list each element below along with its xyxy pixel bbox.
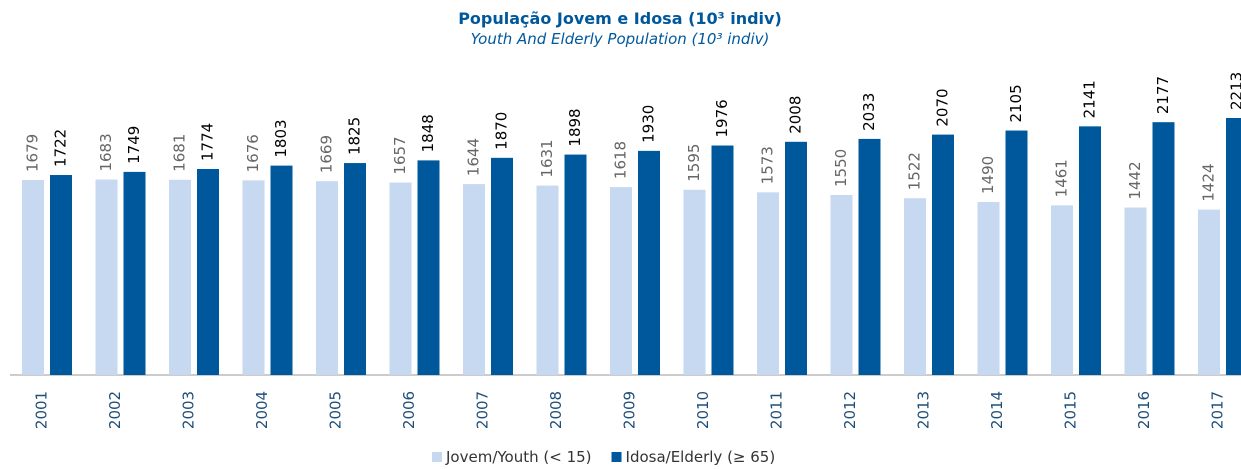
- legend-label: Jovem/Youth (< 15): [445, 448, 592, 466]
- x-tick-label: 2002: [106, 391, 124, 429]
- bar: [463, 184, 485, 375]
- x-tick-label: 2006: [400, 391, 418, 429]
- bar: [785, 141, 807, 375]
- x-tick-label: 2010: [694, 391, 712, 429]
- value-label: 1618: [612, 141, 630, 179]
- value-label: 1683: [97, 133, 115, 171]
- value-label: 1490: [979, 156, 997, 194]
- value-label: 1631: [538, 139, 556, 177]
- bar: [610, 187, 632, 375]
- value-label: 1898: [566, 108, 584, 146]
- value-label: 1595: [685, 144, 703, 182]
- x-tick-label: 2014: [988, 391, 1006, 429]
- value-label: 1522: [906, 152, 924, 190]
- value-label: 2070: [934, 88, 952, 126]
- value-label: 1676: [244, 134, 262, 172]
- x-tick-label: 2017: [1209, 391, 1227, 429]
- x-tick-label: 2001: [33, 391, 51, 429]
- value-label: 1681: [171, 134, 189, 172]
- bar: [830, 194, 853, 375]
- value-label: 1679: [24, 134, 42, 172]
- legend-swatch: [432, 452, 442, 462]
- value-label: 1573: [759, 146, 777, 184]
- value-label: 1825: [346, 117, 364, 155]
- x-tick-label: 2011: [768, 391, 786, 429]
- value-label: 2105: [1007, 84, 1025, 122]
- chart-subtitle: Youth And Elderly Population (10³ indiv): [471, 30, 770, 48]
- x-tick-label: 2003: [180, 391, 198, 429]
- value-label: 2008: [787, 96, 805, 134]
- bar: [242, 180, 265, 375]
- bar: [169, 179, 191, 375]
- bar: [1198, 209, 1220, 375]
- bar: [904, 198, 926, 375]
- bar: [1005, 130, 1028, 375]
- value-label: 1550: [832, 149, 850, 187]
- value-label: 1657: [391, 136, 409, 174]
- x-tick-label: 2009: [621, 391, 639, 429]
- bar: [22, 180, 44, 375]
- bar: [344, 163, 366, 375]
- bar: [932, 134, 954, 375]
- x-tick-label: 2005: [327, 391, 345, 429]
- bar: [491, 157, 513, 375]
- value-label: 1803: [272, 119, 290, 157]
- bar: [389, 182, 412, 375]
- value-label: 1870: [493, 112, 511, 150]
- value-label: 1644: [465, 138, 483, 176]
- bar: [417, 160, 440, 375]
- value-label: 2177: [1154, 76, 1172, 114]
- bar: [536, 185, 559, 375]
- bar: [197, 168, 219, 375]
- x-tick-label: 2012: [841, 391, 859, 429]
- bar: [123, 171, 146, 375]
- bar: [1152, 122, 1175, 375]
- bar: [1079, 126, 1101, 375]
- value-label: 1930: [640, 105, 658, 143]
- x-tick-label: 2008: [547, 391, 565, 429]
- value-label: 1976: [713, 99, 731, 137]
- value-label: 1774: [199, 123, 217, 161]
- x-tick-label: 2015: [1062, 391, 1080, 429]
- x-tick-label: 2004: [253, 391, 271, 429]
- bar: [977, 201, 1000, 375]
- bar: [316, 181, 338, 375]
- bar: [638, 150, 660, 375]
- bar: [683, 189, 706, 375]
- value-label: 1424: [1200, 163, 1218, 201]
- bar: [1226, 118, 1241, 375]
- x-tick-label: 2013: [915, 391, 933, 429]
- bar: [1124, 207, 1147, 375]
- bar: [270, 165, 293, 375]
- value-label: 1848: [419, 114, 437, 152]
- bar: [1051, 205, 1073, 375]
- value-label: 1461: [1053, 159, 1071, 197]
- bar: [95, 179, 118, 375]
- value-label: 1669: [318, 135, 336, 173]
- bar: [564, 154, 587, 375]
- value-label: 2033: [860, 93, 878, 131]
- x-tick-label: 2016: [1135, 391, 1153, 429]
- bar: [757, 192, 779, 375]
- value-label: 1749: [125, 126, 143, 164]
- value-label: 2213: [1228, 72, 1241, 110]
- value-label: 1442: [1126, 161, 1144, 199]
- legend-label: Idosa/Elderly (≥ 65): [626, 448, 776, 466]
- legend-swatch: [611, 452, 622, 462]
- bar: [858, 138, 881, 375]
- value-label: 2141: [1081, 80, 1099, 118]
- chart-title: População Jovem e Idosa (10³ indiv): [458, 9, 782, 28]
- x-tick-label: 2007: [474, 391, 492, 429]
- bar: [50, 175, 72, 375]
- value-label: 1722: [52, 129, 70, 167]
- bar: [711, 145, 734, 375]
